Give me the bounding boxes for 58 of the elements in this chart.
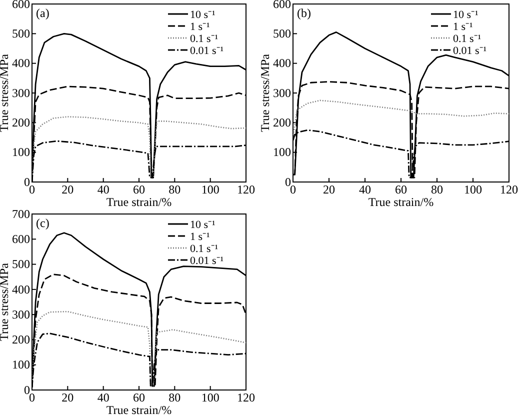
y-tick-label: 400 [273,56,291,70]
y-tick-label: 500 [12,257,30,272]
legend-label: 0.01 s⁻¹ [190,255,224,267]
x-tick-label: 100 [464,182,482,197]
legend-label: 0.01 s⁻¹ [453,45,487,57]
x-tick-label: 60 [133,390,145,405]
y-tick-label: 200 [12,116,30,130]
legend-label: 10 s⁻¹ [190,9,216,21]
y-tick-label: 300 [273,86,291,100]
x-tick-label: 20 [323,182,335,197]
y-tick-label: 300 [12,307,30,322]
y-tick-label: 600 [12,0,30,11]
y-tick-label: 100 [12,358,30,372]
legend-label: 10 s⁻¹ [190,219,216,231]
x-tick-label: 80 [168,390,181,405]
x-axis-title: True strain/% [368,195,434,209]
legend-label: 0.1 s⁻¹ [190,243,218,255]
legend-label: 1 s⁻¹ [190,231,210,243]
x-tick-label: 120 [237,390,255,405]
x-tick-label: 40 [97,182,110,197]
x-tick-label: 40 [359,182,371,197]
y-tick-label: 500 [273,26,291,41]
annotation: (b) [297,6,311,20]
legend-label: 1 s⁻¹ [190,21,210,33]
y-tick-label: 400 [12,282,30,296]
annotation: (c) [36,216,50,230]
y-tick-label: 600 [273,0,291,11]
x-tick-label: 120 [500,182,518,197]
annotation: (a) [36,6,50,20]
x-tick-label: 80 [431,182,443,197]
y-tick-label: 200 [12,332,30,347]
y-axis-title: True stress/MPa [258,53,272,132]
y-tick-label: 100 [12,145,30,160]
y-tick-label: 500 [12,26,30,41]
y-tick-label: 200 [273,116,291,130]
x-tick-label: 20 [62,182,74,197]
x-tick-label: 20 [62,390,74,405]
x-axis-title: True strain/% [106,403,172,417]
y-tick-label: 600 [12,232,30,246]
y-tick-label: 300 [12,86,30,100]
legend-label: 10 s⁻¹ [453,9,478,21]
y-axis-title: True stress/MPa [0,262,11,341]
x-tick-label: 100 [201,390,220,405]
legend-label: 1 s⁻¹ [453,21,473,33]
y-tick-label: 400 [12,56,30,70]
x-tick-label: 80 [168,182,181,197]
y-tick-label: 100 [273,145,291,160]
x-tick-label: 40 [97,390,110,405]
x-tick-label: 60 [395,182,407,197]
x-axis-title: True strain/% [106,195,172,209]
x-tick-label: 60 [133,182,145,197]
y-axis-title: True stress/MPa [0,53,11,132]
legend-label: 0.1 s⁻¹ [190,33,218,45]
x-tick-label: 120 [237,182,255,197]
x-tick-label: 100 [201,182,220,197]
legend-label: 0.01 s⁻¹ [190,45,224,57]
legend-label: 0.1 s⁻¹ [453,33,482,45]
y-tick-label: 700 [12,206,30,221]
